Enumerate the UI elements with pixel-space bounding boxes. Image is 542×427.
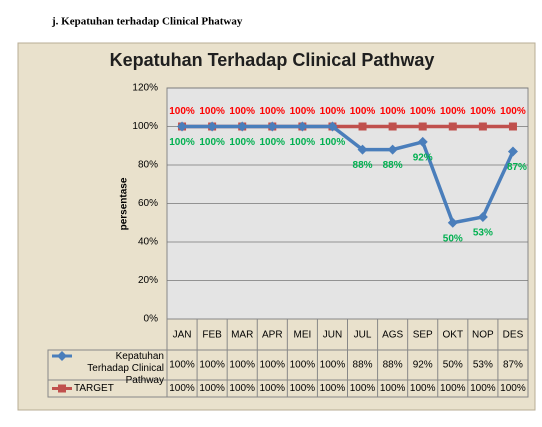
marker bbox=[267, 121, 278, 132]
marker bbox=[477, 211, 488, 222]
table-value: 100% bbox=[470, 383, 496, 394]
table-value: 100% bbox=[260, 383, 286, 394]
data-label: 100% bbox=[260, 137, 286, 148]
data-label: 92% bbox=[413, 153, 433, 164]
table-value: 100% bbox=[350, 383, 376, 394]
data-label: 100% bbox=[470, 106, 496, 117]
x-tick-label: OKT bbox=[443, 330, 464, 341]
data-label: 88% bbox=[383, 160, 403, 171]
marker bbox=[508, 122, 517, 131]
table-value: 100% bbox=[229, 383, 255, 394]
data-label: 100% bbox=[320, 106, 346, 117]
marker bbox=[507, 146, 518, 157]
data-label: 100% bbox=[380, 106, 406, 117]
legend-marker bbox=[57, 351, 67, 361]
x-tick-label: NOP bbox=[472, 330, 494, 341]
x-tick-label: JUN bbox=[323, 330, 342, 341]
data-label: 100% bbox=[169, 106, 195, 117]
data-label: 100% bbox=[500, 106, 526, 117]
table-value: 100% bbox=[229, 360, 255, 371]
table-value: 87% bbox=[503, 360, 523, 371]
data-label: 100% bbox=[169, 137, 195, 148]
data-label: 100% bbox=[290, 137, 316, 148]
table-value: 100% bbox=[440, 383, 466, 394]
y-tick-label: 80% bbox=[138, 160, 158, 171]
data-label: 100% bbox=[320, 137, 346, 148]
y-tick-label: 40% bbox=[138, 237, 158, 248]
heading: j. Kepatuhan terhadap Clinical Phatway bbox=[51, 16, 243, 28]
x-tick-label: SEP bbox=[413, 330, 433, 341]
table-value: 53% bbox=[473, 360, 493, 371]
table-value: 100% bbox=[320, 360, 346, 371]
marker bbox=[417, 136, 428, 147]
table-value: 50% bbox=[443, 360, 463, 371]
marker bbox=[357, 144, 368, 155]
x-tick-label: MAR bbox=[231, 330, 253, 341]
marker bbox=[418, 122, 427, 131]
x-tick-label: FEB bbox=[202, 330, 222, 341]
marker bbox=[388, 122, 397, 131]
y-tick-label: 120% bbox=[132, 83, 158, 94]
table-value: 100% bbox=[410, 383, 436, 394]
data-label: 100% bbox=[260, 106, 286, 117]
table-value: 100% bbox=[169, 360, 195, 371]
marker bbox=[327, 121, 338, 132]
legend-label: Kepatuhan Terhadap Clinical Pathway bbox=[87, 351, 164, 386]
data-label: 100% bbox=[350, 106, 376, 117]
table-value: 100% bbox=[290, 360, 316, 371]
marker bbox=[177, 121, 188, 132]
table-value: 100% bbox=[380, 383, 406, 394]
data-label: 100% bbox=[440, 106, 466, 117]
marker bbox=[387, 144, 398, 155]
line bbox=[182, 124, 515, 225]
legend-marker bbox=[58, 384, 66, 393]
data-label: 100% bbox=[199, 106, 225, 117]
x-tick-label: JUL bbox=[354, 330, 372, 341]
marker bbox=[237, 121, 248, 132]
table-value: 88% bbox=[353, 360, 373, 371]
marker bbox=[447, 217, 458, 228]
chart-title: Kepatuhan Terhadap Clinical Pathway bbox=[110, 50, 435, 70]
marker bbox=[448, 122, 457, 131]
data-label: 100% bbox=[229, 106, 255, 117]
data-label: 50% bbox=[443, 233, 463, 244]
y-tick-label: 60% bbox=[138, 198, 158, 209]
data-label: 100% bbox=[229, 137, 255, 148]
table-value: 88% bbox=[383, 360, 403, 371]
marker bbox=[297, 121, 308, 132]
table-value: 100% bbox=[169, 383, 195, 394]
table-value: 100% bbox=[199, 383, 225, 394]
marker bbox=[358, 122, 367, 131]
table-value: 100% bbox=[199, 360, 225, 371]
data-label: 100% bbox=[199, 137, 225, 148]
table-value: 100% bbox=[320, 383, 346, 394]
data-label: 88% bbox=[353, 160, 373, 171]
y-tick-label: 0% bbox=[144, 314, 159, 325]
y-tick-label: 20% bbox=[138, 275, 158, 286]
table-value: 92% bbox=[413, 360, 433, 371]
marker bbox=[478, 122, 487, 131]
data-label: 100% bbox=[290, 106, 316, 117]
legend-label: TARGET bbox=[74, 382, 114, 394]
table-value: 100% bbox=[500, 383, 526, 394]
x-tick-label: APR bbox=[262, 330, 283, 341]
table-value: 100% bbox=[290, 383, 316, 394]
y-tick-label: 100% bbox=[132, 121, 158, 132]
table-value: 100% bbox=[260, 360, 286, 371]
data-label: 53% bbox=[473, 228, 493, 239]
x-tick-label: JAN bbox=[173, 330, 192, 341]
x-tick-label: DES bbox=[503, 330, 524, 341]
marker bbox=[207, 121, 218, 132]
x-tick-label: MEI bbox=[293, 330, 311, 341]
data-label: 87% bbox=[507, 162, 527, 173]
data-label: 100% bbox=[410, 106, 436, 117]
y-axis-title: persentase bbox=[119, 177, 130, 230]
x-tick-label: AGS bbox=[382, 330, 403, 341]
